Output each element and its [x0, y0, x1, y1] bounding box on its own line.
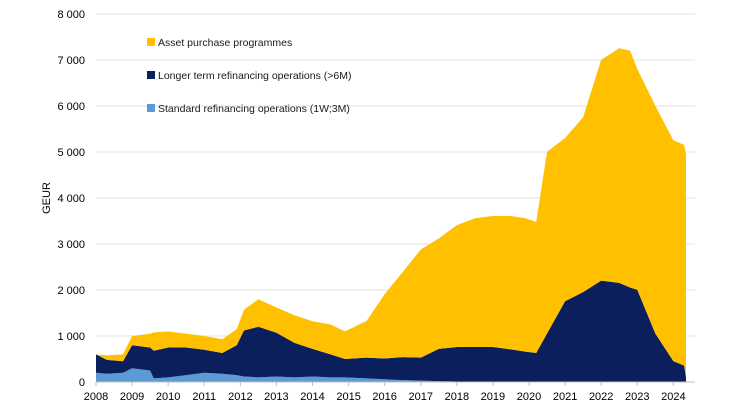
legend-swatch-asset-purchase [147, 38, 155, 46]
y-axis-title: GEUR [41, 182, 53, 214]
area-series-2 [96, 48, 686, 378]
x-tick-label: 2020 [517, 391, 541, 403]
y-tick-label: 3 000 [57, 239, 85, 251]
x-tick-label: 2015 [336, 391, 360, 403]
y-tick-label: 0 [79, 377, 85, 389]
y-tick-label: 2 000 [57, 285, 85, 297]
gridlines [96, 13, 695, 337]
x-tick-label: 2022 [589, 391, 613, 403]
legend-label-asset-purchase: Asset purchase programmes [158, 37, 292, 49]
x-axis-ticks: 2008 2009 2010 2011 2012 2013 2014 2015 2016 2017… [84, 382, 686, 403]
x-tick-label: 2017 [409, 391, 433, 403]
legend-swatch-ltro [147, 71, 155, 79]
stacked-areas [96, 48, 686, 382]
legend-label-standard-refinancing: Standard refinancing operations (1W;3M) [158, 103, 350, 115]
legend-label-ltro: Longer term refinancing operations (>6M) [158, 70, 351, 82]
x-tick-label: 2011 [192, 391, 216, 403]
x-tick-label: 2019 [481, 391, 505, 403]
x-tick-label: 2018 [445, 391, 469, 403]
x-tick-label: 2016 [372, 391, 396, 403]
x-tick-label: 2023 [625, 391, 649, 403]
legend: Asset purchase programmes Longer term re… [147, 37, 351, 115]
y-tick-label: 7 000 [57, 55, 85, 67]
y-tick-label: 5 000 [57, 147, 85, 159]
x-tick-label: 2009 [120, 391, 144, 403]
y-tick-label: 6 000 [57, 101, 85, 113]
x-tick-label: 2021 [553, 391, 577, 403]
x-tick-label: 2010 [156, 391, 180, 403]
x-tick-label: 2012 [228, 391, 252, 403]
legend-swatch-standard-refinancing [147, 104, 155, 112]
y-axis-ticks: 0 1 000 2 000 3 000 4 000 5 000 6 000 7 000 8 00… [57, 9, 85, 389]
x-tick-label: 2014 [300, 391, 324, 403]
y-tick-label: 4 000 [57, 193, 85, 205]
y-tick-label: 8 000 [57, 9, 85, 21]
x-tick-label: 2024 [661, 391, 685, 403]
area-series-1 [96, 280, 686, 382]
x-tick-label: 2008 [84, 391, 108, 403]
x-tick-label: 2013 [264, 391, 288, 403]
area-series-0 [96, 368, 686, 382]
y-tick-label: 1 000 [57, 331, 85, 343]
